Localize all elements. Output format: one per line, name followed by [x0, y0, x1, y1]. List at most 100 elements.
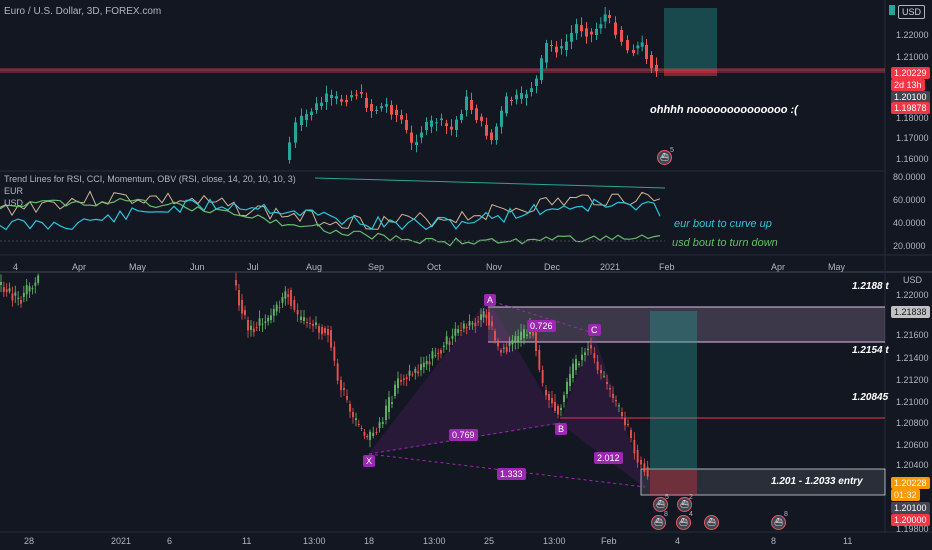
candle-body: [488, 312, 490, 326]
time-tick-top: 2021: [600, 262, 621, 272]
candle-body: [395, 110, 398, 115]
candle-body: [497, 340, 499, 347]
scale-lock-icon[interactable]: [889, 5, 895, 15]
symbol-title: Euro / U.S. Dollar, 3D, FOREX.com: [4, 6, 162, 17]
candle-body: [405, 377, 408, 380]
event-count: 2: [689, 494, 693, 501]
candle-body: [25, 285, 28, 295]
candle-body: [380, 106, 383, 109]
candle-body: [303, 317, 305, 321]
candle-body: [526, 334, 528, 336]
time-tick-top: Jun: [190, 262, 205, 272]
candle-body: [500, 110, 503, 127]
candle-body: [267, 317, 270, 322]
candle-body: [494, 331, 496, 341]
candle-body: [385, 104, 388, 107]
bottom-price-tick: 1.20800: [896, 418, 929, 428]
candle-body: [5, 289, 8, 293]
candle-body: [417, 371, 420, 374]
time-tick-bottom: 28: [24, 536, 35, 546]
candle-body: [614, 22, 617, 35]
top-price-tick: 1.16000: [896, 154, 929, 164]
candle-body: [415, 142, 418, 145]
ratio-label[interactable]: 0.769: [449, 429, 478, 441]
candle-body: [468, 321, 471, 326]
candle-body: [312, 324, 314, 326]
candle-body: [655, 65, 658, 72]
candle-body: [541, 370, 544, 384]
usd-line: [0, 197, 661, 247]
long-position-target-bottom: [650, 311, 697, 469]
event-count: 5: [665, 494, 669, 501]
candle-body: [640, 460, 642, 465]
event-icon[interactable]: ⛴: [704, 515, 719, 530]
indicator-title[interactable]: Trend Lines for RSI, CCI, Momentum, OBV …: [4, 174, 296, 184]
candle-body: [580, 25, 583, 32]
time-tick-top: Apr: [72, 262, 87, 272]
top-annotation[interactable]: ohhhh noooooooooooooo :(: [650, 104, 798, 116]
candle-body: [357, 424, 360, 425]
candle-body: [630, 430, 632, 439]
pattern-point-c[interactable]: C: [588, 324, 601, 336]
note-usd[interactable]: usd bout to turn down: [672, 237, 778, 249]
candle-body: [578, 363, 580, 365]
candle-body: [343, 388, 345, 390]
candle-body: [636, 450, 639, 463]
pattern-point-a[interactable]: A: [484, 294, 497, 306]
event-icon[interactable]: ⛴: [676, 515, 691, 530]
candle-body: [365, 98, 368, 108]
candle-body: [435, 122, 438, 124]
candle-body: [0, 281, 2, 285]
candle-body: [636, 45, 640, 49]
candle-body: [566, 381, 568, 394]
indicator-trend-line: [314, 177, 666, 189]
pattern-point-x[interactable]: X: [363, 455, 376, 467]
time-tick-bottom: 13:00: [423, 536, 446, 546]
level-label-entry[interactable]: 1.201 - 1.2033 entry: [771, 476, 863, 487]
note-eur[interactable]: eur bout to curve up: [674, 218, 772, 230]
bottom-price-tick: 1.21200: [896, 375, 929, 385]
candle-body: [410, 132, 413, 143]
candle-body: [355, 94, 358, 96]
candle-body: [2, 287, 5, 292]
level-label-2[interactable]: 1.2154 t: [852, 345, 889, 356]
event-icon[interactable]: ⛴: [771, 515, 786, 530]
eur-line: [0, 198, 661, 231]
pattern-point-b[interactable]: B: [555, 423, 568, 435]
candle-body: [244, 310, 246, 316]
ratio-label[interactable]: 0.726: [527, 320, 556, 332]
resistance-zone: [0, 68, 885, 73]
candle-body: [599, 24, 603, 29]
event-icon[interactable]: ⛴: [653, 497, 668, 512]
candle-body: [612, 394, 614, 398]
candle-body: [241, 300, 243, 314]
candle-body: [517, 336, 520, 342]
level-label-3[interactable]: 1.20845: [852, 392, 889, 403]
ratio-label[interactable]: 1.333: [497, 468, 526, 480]
event-ship-icon[interactable]: ⛴: [657, 150, 672, 165]
candle-body: [431, 351, 434, 359]
time-tick-bottom: 4: [675, 536, 681, 546]
candle-body: [420, 364, 422, 370]
level-label-1[interactable]: 1.2188 t: [852, 281, 889, 292]
time-tick-bottom: 25: [484, 536, 495, 546]
long-position-stop-bottom: [650, 469, 697, 495]
time-tick-bottom: 6: [167, 536, 173, 546]
candle-body: [391, 402, 393, 404]
currency-badge[interactable]: USD: [898, 5, 926, 19]
candle-body: [372, 432, 375, 436]
ratio-label[interactable]: 2.012: [594, 452, 623, 464]
candle-body: [471, 323, 474, 325]
candle-body: [535, 78, 538, 86]
candle-body: [315, 322, 317, 325]
time-tick-top: 4: [13, 262, 19, 272]
candle-body: [437, 352, 440, 354]
event-icon[interactable]: ⛴: [677, 497, 692, 512]
candle-body: [480, 314, 482, 320]
candle-body: [258, 318, 261, 326]
event-count: 8: [664, 511, 668, 518]
top-price-tick: 1.18000: [896, 113, 929, 123]
event-icon[interactable]: ⛴: [651, 515, 666, 530]
candle-body: [640, 42, 644, 47]
